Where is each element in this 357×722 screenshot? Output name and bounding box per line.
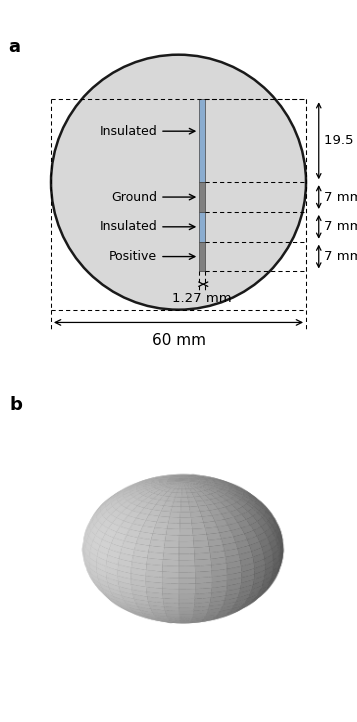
Circle shape [51,55,306,310]
Text: Positive: Positive [109,250,195,263]
Text: 7 mm: 7 mm [324,250,357,263]
Bar [199,182,205,212]
Bar [199,212,205,242]
Text: 19.5 mm: 19.5 mm [324,134,357,147]
Text: Ground: Ground [111,191,195,204]
Bar [199,242,205,271]
Text: Insulated: Insulated [100,220,195,233]
Text: a: a [9,38,20,56]
Text: 7 mm: 7 mm [324,191,357,204]
Text: 7 mm: 7 mm [324,220,357,233]
Text: 60 mm: 60 mm [151,333,206,348]
Bar [199,100,205,182]
Text: 1.27 mm: 1.27 mm [172,292,232,305]
Text: b: b [10,396,22,414]
Text: Insulated: Insulated [100,125,195,138]
